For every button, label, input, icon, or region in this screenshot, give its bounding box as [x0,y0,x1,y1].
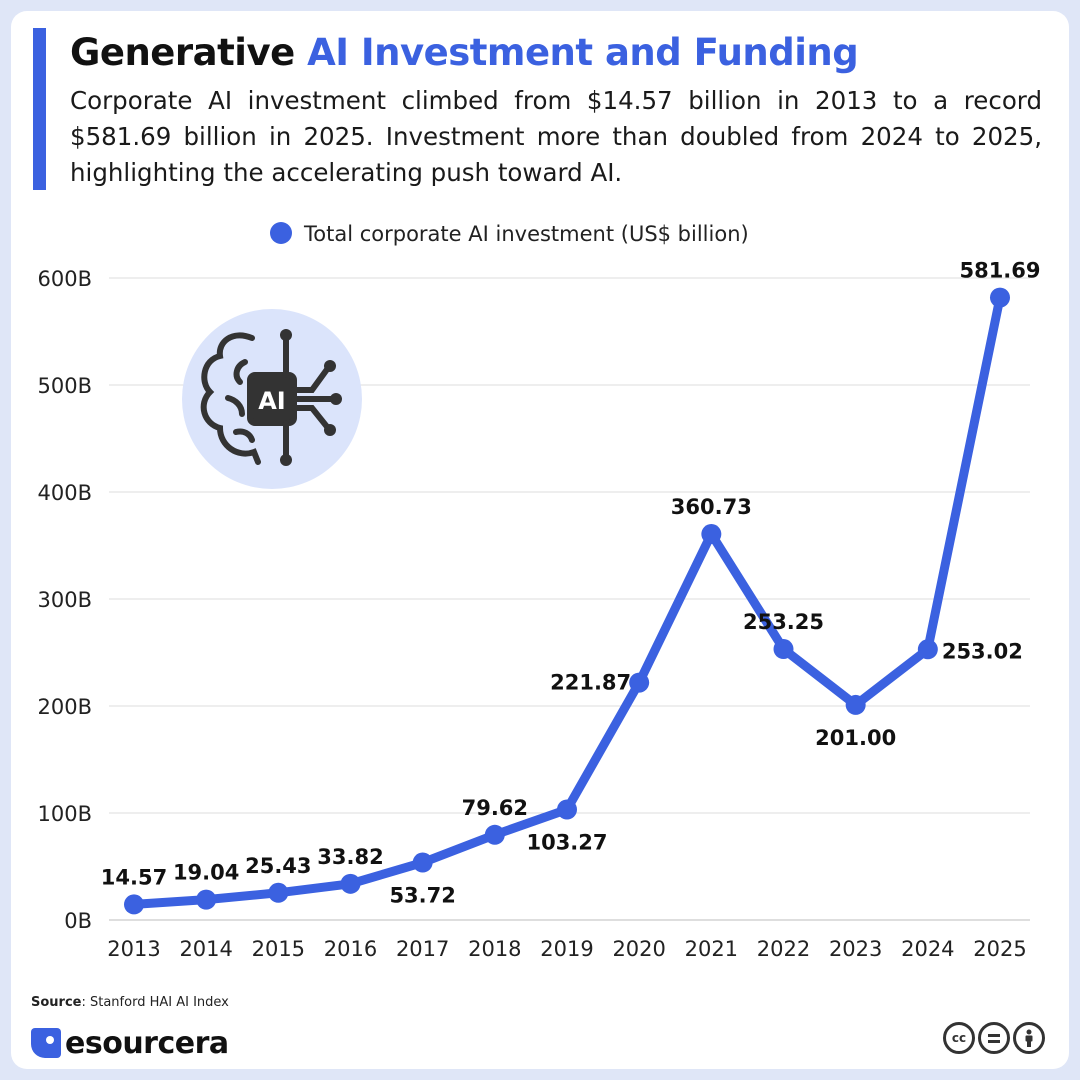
x-tick-label: 2025 [973,937,1026,961]
person-icon [1013,1022,1045,1054]
data-label: 33.82 [317,845,383,869]
y-tick-label: 0B [64,909,92,933]
legend-label: Total corporate AI investment (US$ billi… [303,222,749,246]
y-tick-label: 400B [38,481,93,505]
data-label: 25.43 [245,854,311,878]
data-label: 103.27 [526,831,607,855]
data-label: 221.87 [550,671,631,695]
x-tick-label: 2021 [685,937,738,961]
title-part-1: Generative [70,31,295,74]
data-point [701,524,722,545]
brand-logo: esourcera [31,1025,229,1061]
data-point [990,287,1010,308]
x-tick-label: 2016 [324,937,377,961]
data-label: 253.25 [743,610,824,634]
accent-bar [33,28,46,190]
legend-marker [270,222,292,244]
license-badges: cc [943,1022,1045,1054]
data-point [196,889,217,910]
data-point [629,672,650,693]
x-tick-label: 2020 [612,937,665,961]
data-label: 253.02 [942,639,1023,663]
x-tick-label: 2022 [757,937,810,961]
data-point [773,639,794,660]
data-point [340,873,361,894]
data-label: 360.73 [671,495,752,519]
y-tick-label: 500B [38,374,93,398]
cc-icon: cc [943,1022,975,1054]
data-label: 201.00 [815,726,896,750]
data-label: 53.72 [389,884,455,908]
x-tick-label: 2017 [396,937,449,961]
infographic-card: Generative AI Investment and Funding Cor… [11,11,1069,1069]
x-tick-label: 2014 [179,937,232,961]
page-title: Generative AI Investment and Funding [70,31,859,74]
brand-mark-icon [31,1028,61,1058]
x-tick-label: 2024 [901,937,954,961]
source-text: : Stanford HAI AI Index [81,995,229,1010]
data-point [917,639,938,660]
data-point [412,852,433,873]
x-tick-label: 2013 [107,937,160,961]
title-part-2: AI Investment and Funding [307,31,859,74]
cc-text: cc [951,1031,967,1045]
y-tick-label: 200B [38,695,93,719]
y-tick-label: 300B [38,588,93,612]
x-tick-label: 2023 [829,937,882,961]
x-tick-label: 2015 [252,937,305,961]
brain-ai-icon [200,329,342,466]
data-point [268,882,289,903]
data-label: 79.62 [462,796,528,820]
data-label: 581.69 [959,259,1040,283]
y-tick-label: 600B [38,267,93,291]
y-tick-label: 100B [38,802,93,826]
data-point [124,894,144,915]
data-point [845,694,866,715]
x-tick-label: 2018 [468,937,521,961]
data-point [484,824,505,845]
source-note: Source: Stanford HAI AI Index [31,995,229,1010]
data-label: 19.04 [173,861,239,885]
brand-name: esourcera [65,1025,229,1061]
equals-icon [978,1022,1010,1054]
source-label: Source [31,995,82,1010]
x-tick-label: 2019 [540,937,593,961]
ai-badge-text: AI [258,387,286,415]
data-point [557,799,577,820]
data-label: 14.57 [101,865,167,889]
subtitle: Corporate AI investment climbed from $14… [70,86,1042,187]
